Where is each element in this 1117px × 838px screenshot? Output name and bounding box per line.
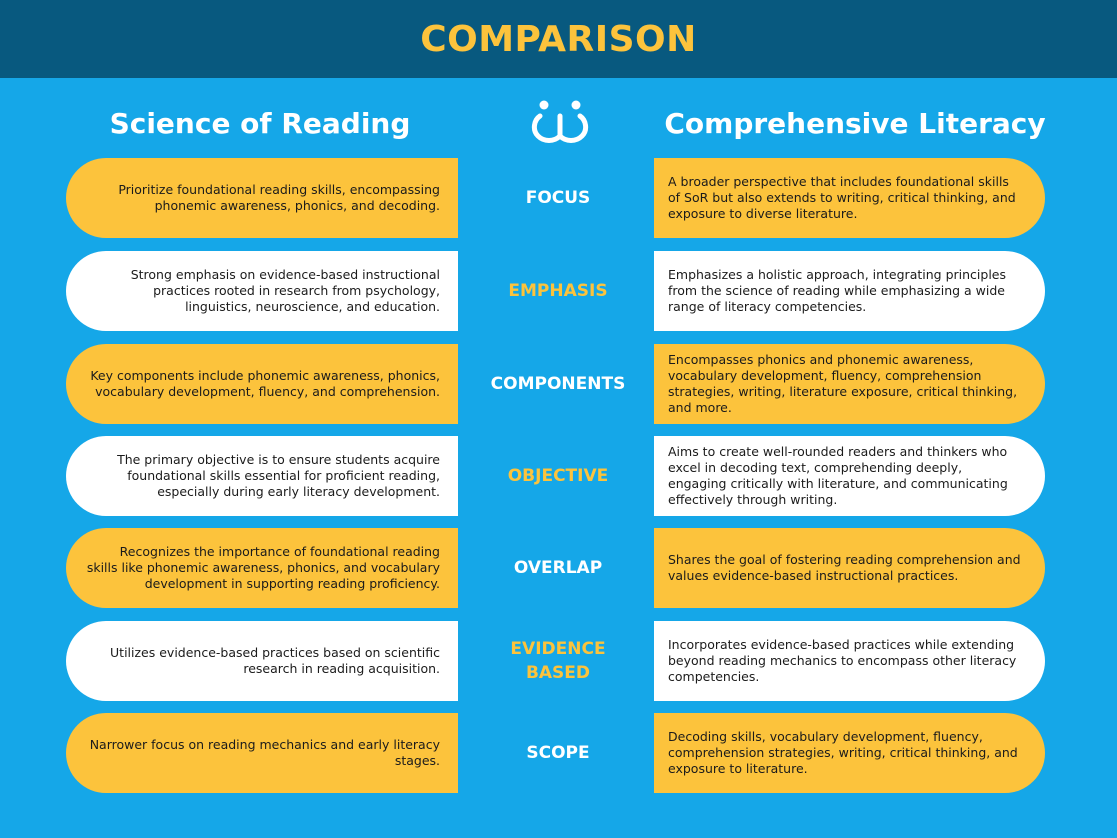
left-cell: Narrower focus on reading mechanics and …: [66, 713, 458, 793]
comparison-row-objective: The primary objective is to ensure stude…: [0, 436, 1117, 516]
right-cell: A broader perspective that includes foun…: [654, 158, 1045, 238]
left-cell: The primary objective is to ensure stude…: [66, 436, 458, 516]
right-cell: Incorporates evidence-based practices wh…: [654, 621, 1045, 701]
row-label-line: EVIDENCE: [510, 639, 606, 659]
right-cell-text: A broader perspective that includes foun…: [668, 174, 1016, 221]
right-cell-text: Shares the goal of fostering reading com…: [668, 552, 1021, 583]
row-label-line: BASED: [525, 663, 591, 683]
row-label: OVERLAP: [513, 558, 603, 578]
comparison-row-scope: Narrower focus on reading mechanics and …: [0, 713, 1117, 793]
right-cell: Encompasses phonics and phonemic awarene…: [654, 344, 1045, 424]
comparison-row-emphasis: Strong emphasis on evidence-based instru…: [0, 251, 1117, 331]
row-label: EVIDENCE BASED: [462, 621, 654, 701]
left-cell-text: Key components include phonemic awarenes…: [90, 368, 440, 399]
comparison-row-evidence-based: Utilizes evidence-based practices based …: [0, 621, 1117, 701]
row-label: EMPHASIS: [508, 281, 608, 301]
right-cell-text: Emphasizes a holistic approach, integrat…: [668, 267, 1006, 314]
right-cell-text: Incorporates evidence-based practices wh…: [668, 637, 1017, 684]
right-cell: Shares the goal of fostering reading com…: [654, 528, 1045, 608]
right-cell: Aims to create well-rounded readers and …: [654, 436, 1045, 516]
right-cell-text: Encompasses phonics and phonemic awarene…: [668, 352, 1018, 415]
left-cell-text: The primary objective is to ensure stude…: [117, 452, 440, 499]
right-cell: Decoding skills, vocabulary development,…: [654, 713, 1045, 793]
left-cell-text: Strong emphasis on evidence-based instru…: [130, 267, 440, 314]
comparison-row-overlap: Recognizes the importance of foundationa…: [0, 528, 1117, 608]
row-label: COMPONENTS: [490, 374, 626, 394]
right-column-title: Comprehensive Literacy: [664, 106, 1046, 140]
left-column-title: Science of Reading: [109, 106, 411, 140]
left-cell-text: Narrower focus on reading mechanics and …: [89, 737, 440, 768]
left-cell: Prioritize foundational reading skills, …: [66, 158, 458, 238]
right-cell: Emphasizes a holistic approach, integrat…: [654, 251, 1045, 331]
right-cell-text: Decoding skills, vocabulary development,…: [668, 729, 1018, 776]
row-label: FOCUS: [525, 188, 591, 208]
row-label: SCOPE: [526, 743, 590, 763]
left-cell-text: Recognizes the importance of foundationa…: [86, 544, 440, 591]
left-cell: Utilizes evidence-based practices based …: [66, 621, 458, 701]
left-cell-text: Utilizes evidence-based practices based …: [110, 645, 440, 676]
page-title: COMPARISON: [420, 18, 697, 60]
comparison-row-components: Key components include phonemic awarenes…: [0, 344, 1117, 424]
right-cell-text: Aims to create well-rounded readers and …: [668, 444, 1008, 507]
left-cell: Recognizes the importance of foundationa…: [66, 528, 458, 608]
people-logo-icon: [531, 100, 589, 143]
left-cell: Strong emphasis on evidence-based instru…: [66, 251, 458, 331]
left-cell-text: Prioritize foundational reading skills, …: [118, 182, 440, 213]
header-banner: COMPARISON: [0, 0, 1117, 78]
left-cell: Key components include phonemic awarenes…: [66, 344, 458, 424]
comparison-row-focus: Prioritize foundational reading skills, …: [0, 158, 1117, 238]
row-label: OBJECTIVE: [507, 466, 609, 486]
